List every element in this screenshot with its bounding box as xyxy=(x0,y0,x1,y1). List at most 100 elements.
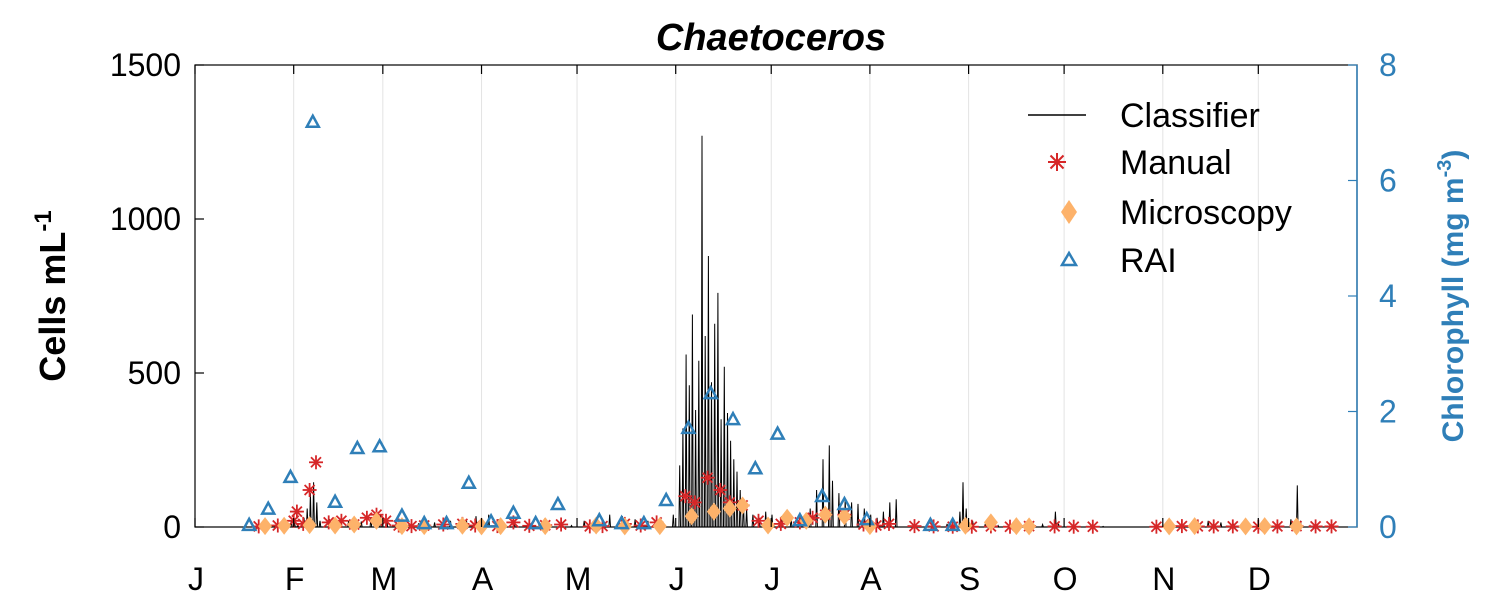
y-right-tick-label: 4 xyxy=(1379,278,1397,314)
microscopy-point xyxy=(983,513,998,532)
chart-title: Chaetoceros xyxy=(656,17,886,59)
microscopy-point xyxy=(1238,517,1253,536)
rai-point xyxy=(814,487,831,503)
manual-point xyxy=(404,519,419,534)
microscopy-point xyxy=(652,517,667,536)
manual-point xyxy=(309,455,323,470)
microscopy-point xyxy=(302,516,317,535)
rai-point xyxy=(393,506,411,522)
rai-point xyxy=(836,495,853,511)
rai-point xyxy=(769,424,786,440)
microscopy-point xyxy=(837,507,852,526)
manual-point xyxy=(1324,519,1339,534)
x-tick-label: O xyxy=(1053,561,1078,597)
y-right-tick-label: 2 xyxy=(1379,394,1397,430)
y-right-tick-label: 8 xyxy=(1379,47,1397,83)
y-right-tick-label: 0 xyxy=(1379,509,1397,545)
y-right-tick-label: 6 xyxy=(1379,163,1397,199)
x-tick-label: M xyxy=(565,561,592,597)
microscopy-point xyxy=(722,499,737,518)
rai-point xyxy=(260,500,277,515)
rai-point xyxy=(527,514,544,530)
microscopy-point xyxy=(761,516,776,535)
manual-point xyxy=(554,517,569,532)
microscopy-point xyxy=(328,516,343,535)
legend-microscopy-swatch xyxy=(1061,200,1077,224)
microscopy-point xyxy=(706,502,721,521)
manual-point xyxy=(882,516,896,531)
rai-point xyxy=(747,459,764,475)
y-tick-label: 0 xyxy=(163,509,181,545)
rai-point xyxy=(922,516,939,532)
manual-point xyxy=(1047,519,1062,534)
microscopy-point xyxy=(617,517,632,536)
rai-point xyxy=(680,419,697,435)
manual-point xyxy=(1149,519,1164,534)
legend-rai-swatch xyxy=(1059,250,1079,267)
x-tick-label: A xyxy=(860,561,882,597)
microscopy-point xyxy=(455,516,470,535)
rai-point xyxy=(505,504,522,519)
x-tick-label: N xyxy=(1152,561,1175,597)
rai-point xyxy=(282,468,299,484)
rai-point xyxy=(613,514,630,530)
rai-point xyxy=(460,474,477,489)
manual-point xyxy=(289,504,304,519)
microscopy-point xyxy=(780,508,795,527)
rai-point xyxy=(241,516,258,532)
manual-point xyxy=(1225,519,1240,534)
y-axis-right-label: Chlorophyll (mg m-3) xyxy=(1434,150,1470,443)
manual-point xyxy=(751,513,766,528)
microscopy-point xyxy=(258,517,273,536)
legend-manual-label: Manual xyxy=(1120,144,1232,182)
rai-point xyxy=(482,512,500,528)
microscopy-point xyxy=(1257,517,1272,536)
rai-point xyxy=(791,511,808,527)
rai-point xyxy=(635,514,652,530)
microscopy-point xyxy=(1187,517,1202,536)
x-tick-label: J xyxy=(669,561,685,597)
rai-point xyxy=(658,491,675,507)
legend-manual-swatch xyxy=(1048,153,1066,171)
rai-point xyxy=(724,410,742,426)
manual-point xyxy=(1174,519,1189,534)
legend-rai-label: RAI xyxy=(1120,242,1177,280)
manual-point xyxy=(700,470,715,485)
microscopy-point xyxy=(277,516,292,535)
rai-point xyxy=(591,511,608,527)
manual-point xyxy=(1066,519,1081,534)
microscopy-point xyxy=(1009,517,1024,536)
rai-series xyxy=(241,113,961,532)
manual-point xyxy=(713,483,728,497)
rai-point xyxy=(349,439,366,455)
manual-point xyxy=(1085,519,1100,534)
y-tick-label: 500 xyxy=(128,355,181,391)
y-axis-label: Cells mL-1 xyxy=(30,210,73,381)
microscopy-point xyxy=(735,496,750,515)
rai-point xyxy=(944,516,961,532)
microscopy-point xyxy=(684,507,699,526)
rai-point xyxy=(326,493,344,508)
legend: Classifier Manual Microscopy RAI xyxy=(1028,97,1292,280)
microscopy-point xyxy=(493,517,508,536)
rai-point xyxy=(371,437,388,453)
manual-point xyxy=(1270,519,1285,534)
legend-microscopy-label: Microscopy xyxy=(1120,194,1292,232)
x-tick-label: S xyxy=(959,561,980,597)
manual-point xyxy=(678,489,693,504)
microscopy-point xyxy=(1289,517,1304,536)
manual-point xyxy=(907,519,922,534)
manual-point xyxy=(302,483,317,497)
rai-point xyxy=(549,495,567,511)
rai-point xyxy=(416,514,433,530)
rai-point xyxy=(702,384,719,400)
microscopy-point xyxy=(1022,517,1037,536)
y-tick-label: 1500 xyxy=(110,47,181,83)
microscopy-point xyxy=(818,505,833,524)
microscopy-point xyxy=(538,517,553,536)
x-tick-label: J xyxy=(764,561,780,597)
microscopy-point xyxy=(347,515,362,534)
grid-lines xyxy=(293,65,1259,527)
axis-layer: J F M A M J J A S O N D 0 500 1000 1500 0 2 4 6 8 xyxy=(110,47,1397,597)
